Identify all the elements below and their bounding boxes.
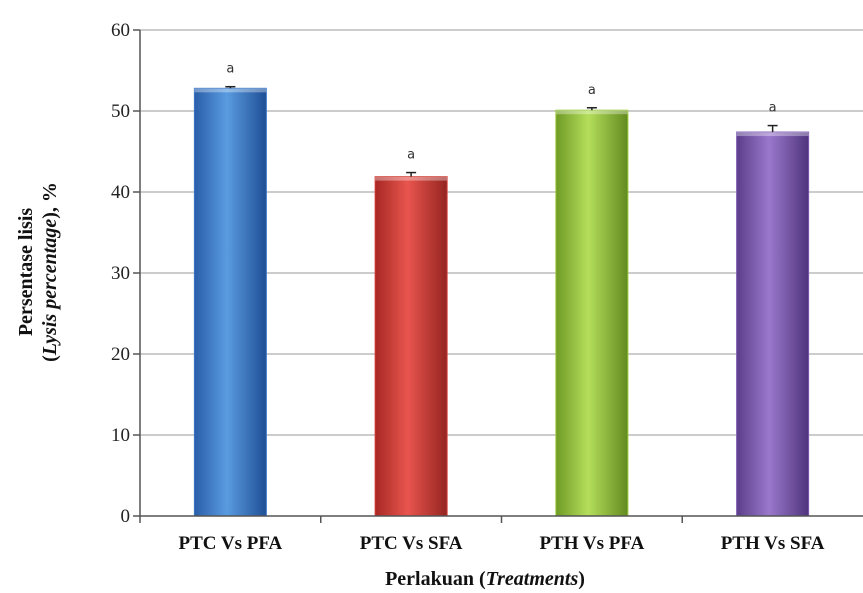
y-tick-label: 60 [111, 20, 130, 41]
bar-highlight [194, 88, 267, 93]
y-tick-label: 10 [111, 425, 130, 446]
y-tick-label: 50 [111, 101, 130, 122]
y-tick-label: 0 [121, 506, 131, 527]
bar [193, 87, 267, 517]
significance-label: a [226, 62, 234, 77]
significance-label: a [407, 148, 415, 163]
significance-label: a [769, 101, 777, 116]
significance-label: a [588, 83, 596, 98]
y-tick-label: 30 [111, 263, 130, 284]
x-axis-title: Perlakuan (Treatments) [385, 568, 585, 590]
category-label: PTH Vs SFA [721, 533, 825, 554]
bar-highlight [375, 176, 448, 181]
x-tick-labels: PTC Vs PFA PTC Vs SFA PTH Vs PFA PTH Vs SFA [178, 533, 824, 554]
bar-highlight [736, 132, 809, 137]
y-axis-title-line1: Persentase lisis [15, 208, 37, 337]
y-tick-label: 20 [111, 344, 130, 365]
bar [374, 176, 448, 517]
axes [133, 29, 863, 523]
y-tick-label: 40 [111, 182, 130, 203]
y-axis-title-line2: (Lysis percentage), % [39, 182, 61, 362]
y-tick-labels: 0 10 20 30 40 50 60 [111, 20, 130, 527]
category-label: PTC Vs PFA [178, 533, 282, 554]
y-axis-title: Persentase lisis (Lysis percentage), % [15, 182, 61, 362]
bars-group: a a a a [193, 62, 810, 517]
bar [555, 109, 629, 517]
bar-highlight [555, 110, 628, 115]
bar [736, 131, 810, 517]
category-label: PTH Vs PFA [539, 533, 644, 554]
category-label: PTC Vs SFA [360, 533, 463, 554]
